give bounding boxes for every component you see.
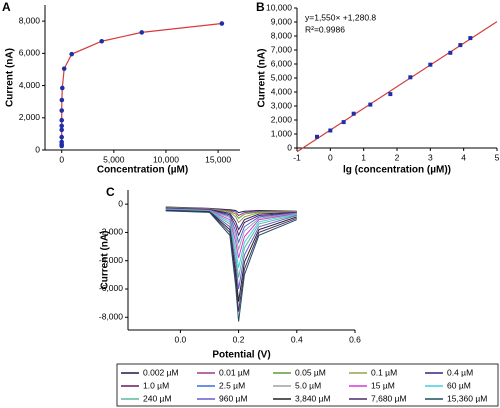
panel-label: B <box>256 0 265 14</box>
x-tick-label: 10,000 <box>153 154 179 164</box>
series-line <box>165 209 297 278</box>
point <box>99 38 105 44</box>
point <box>315 134 319 139</box>
y-tick-label: 4,000 <box>19 80 41 90</box>
point <box>60 85 65 91</box>
x-tick-label: 0.0 <box>174 334 186 344</box>
y-tick-label: 0 <box>35 144 40 154</box>
legend-label: 0.4 µM <box>447 367 473 377</box>
y-tick-label: 8,000 <box>19 15 41 25</box>
y-tick-label: -8,000 <box>99 312 123 322</box>
x-axis-label: Concentration (µM) <box>97 165 188 176</box>
legend-label: 240 µM <box>143 393 172 403</box>
y-tick-label: 0 <box>118 198 123 208</box>
legend-label: 0.002 µM <box>143 367 179 377</box>
point <box>59 123 64 129</box>
legend-label: 2.5 µM <box>219 380 245 390</box>
point <box>448 50 453 55</box>
y-tick-label: 10,000 <box>266 2 292 12</box>
legend-label: 0.1 µM <box>371 367 397 377</box>
point <box>458 43 463 48</box>
panel-label: C <box>106 185 115 199</box>
x-tick-label: 5 <box>495 152 500 162</box>
y-tick-label: -6,000 <box>99 283 123 293</box>
x-tick-label: 4 <box>461 152 466 162</box>
point <box>351 111 356 116</box>
y-tick-label: 6,000 <box>271 58 293 68</box>
point <box>69 51 74 57</box>
line <box>61 22 222 146</box>
y-tick-label: -4,000 <box>99 255 123 265</box>
x-axis-label: lg (concentration (µM)) <box>343 165 451 176</box>
y-tick-label: 5,000 <box>271 72 293 82</box>
point <box>59 127 64 133</box>
x-tick-label: 5,000 <box>103 154 125 164</box>
legend-label: 7,680 µM <box>371 393 407 403</box>
point <box>59 134 64 140</box>
series-line <box>165 210 297 322</box>
y-tick-label: 9,000 <box>271 16 293 26</box>
legend-label: 960 µM <box>219 393 248 403</box>
x-tick-label: 3 <box>428 152 433 162</box>
legend-label: 0.05 µM <box>295 367 326 377</box>
point <box>388 92 393 97</box>
legend-label: 1.0 µM <box>143 380 169 390</box>
legend-label: 60 µM <box>447 380 471 390</box>
point <box>59 108 65 113</box>
annotation: R²=0.9986 <box>305 24 345 34</box>
x-tick-label: 15,000 <box>205 154 231 164</box>
y-tick-label: 2,000 <box>271 114 293 124</box>
point <box>219 21 225 26</box>
x-tick-label: -1 <box>293 152 301 162</box>
x-tick-label: 0.6 <box>349 334 361 344</box>
x-tick-label: 1 <box>361 152 366 162</box>
point <box>59 117 65 123</box>
panel-label: A <box>2 0 11 14</box>
point <box>468 36 473 41</box>
x-tick-label: 0 <box>59 154 64 164</box>
y-axis-label: Current (nA) <box>5 48 16 107</box>
y-axis-label: Current (nA) <box>257 49 268 108</box>
legend-label: 5.0 µM <box>295 380 321 390</box>
x-tick-label: 2 <box>395 152 400 162</box>
y-axis-label: Current (nA) <box>100 231 111 290</box>
y-tick-label: 3,000 <box>271 100 293 110</box>
x-tick-label: 0.2 <box>233 334 245 344</box>
x-axis-label: Potential (V) <box>212 350 270 361</box>
point <box>341 120 346 125</box>
y-tick-label: 0 <box>287 142 292 152</box>
y-tick-label: 1,000 <box>271 128 293 138</box>
point <box>59 97 65 103</box>
x-tick-label: 0.4 <box>291 334 303 344</box>
point <box>61 66 67 71</box>
point <box>368 102 373 107</box>
series-line <box>165 208 297 252</box>
legend-label: 0.01 µM <box>219 367 250 377</box>
legend-label: 15,360 µM <box>447 393 487 403</box>
y-tick-label: 2,000 <box>19 112 41 122</box>
legend-label: 15 µM <box>371 380 395 390</box>
y-tick-label: 6,000 <box>19 48 41 58</box>
x-tick-label: 0 <box>328 152 333 162</box>
annotation: y=1,550× +1,280.8 <box>305 12 376 22</box>
point <box>139 30 145 35</box>
y-tick-label: 7,000 <box>271 44 293 54</box>
series-line <box>165 209 297 290</box>
point <box>59 139 64 145</box>
fit-line <box>296 21 498 153</box>
legend-label: 3,840 µM <box>295 393 331 403</box>
point <box>428 62 433 67</box>
y-tick-label: 8,000 <box>271 30 293 40</box>
y-tick-label: -2,000 <box>99 227 123 237</box>
series-line <box>165 208 297 259</box>
point <box>328 128 333 133</box>
point <box>408 75 413 80</box>
y-tick-label: 4,000 <box>271 86 293 96</box>
